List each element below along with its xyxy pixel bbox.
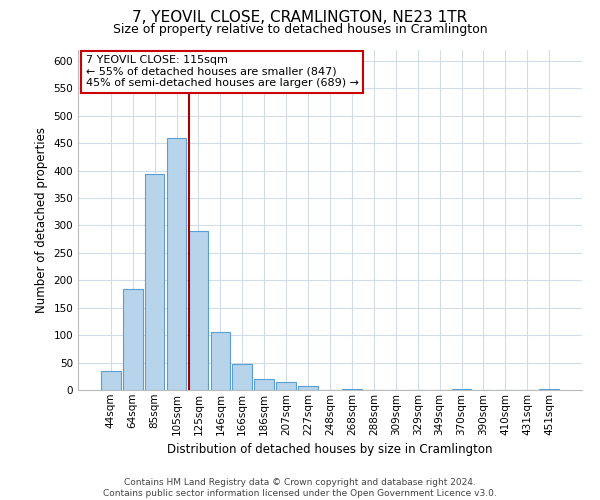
Text: Contains HM Land Registry data © Crown copyright and database right 2024.
Contai: Contains HM Land Registry data © Crown c… <box>103 478 497 498</box>
Bar <box>298 386 318 390</box>
Bar <box>188 231 208 390</box>
Bar <box>276 382 296 390</box>
Bar <box>123 288 143 390</box>
Bar <box>342 389 362 390</box>
Bar <box>254 379 274 390</box>
Bar <box>232 364 252 390</box>
Bar <box>211 332 230 390</box>
Y-axis label: Number of detached properties: Number of detached properties <box>35 127 48 313</box>
Bar <box>167 138 187 390</box>
Bar <box>145 174 164 390</box>
Text: 7, YEOVIL CLOSE, CRAMLINGTON, NE23 1TR: 7, YEOVIL CLOSE, CRAMLINGTON, NE23 1TR <box>133 10 467 25</box>
Text: Size of property relative to detached houses in Cramlington: Size of property relative to detached ho… <box>113 22 487 36</box>
Bar <box>101 371 121 390</box>
X-axis label: Distribution of detached houses by size in Cramlington: Distribution of detached houses by size … <box>167 443 493 456</box>
Text: 7 YEOVIL CLOSE: 115sqm
← 55% of detached houses are smaller (847)
45% of semi-de: 7 YEOVIL CLOSE: 115sqm ← 55% of detached… <box>86 55 359 88</box>
